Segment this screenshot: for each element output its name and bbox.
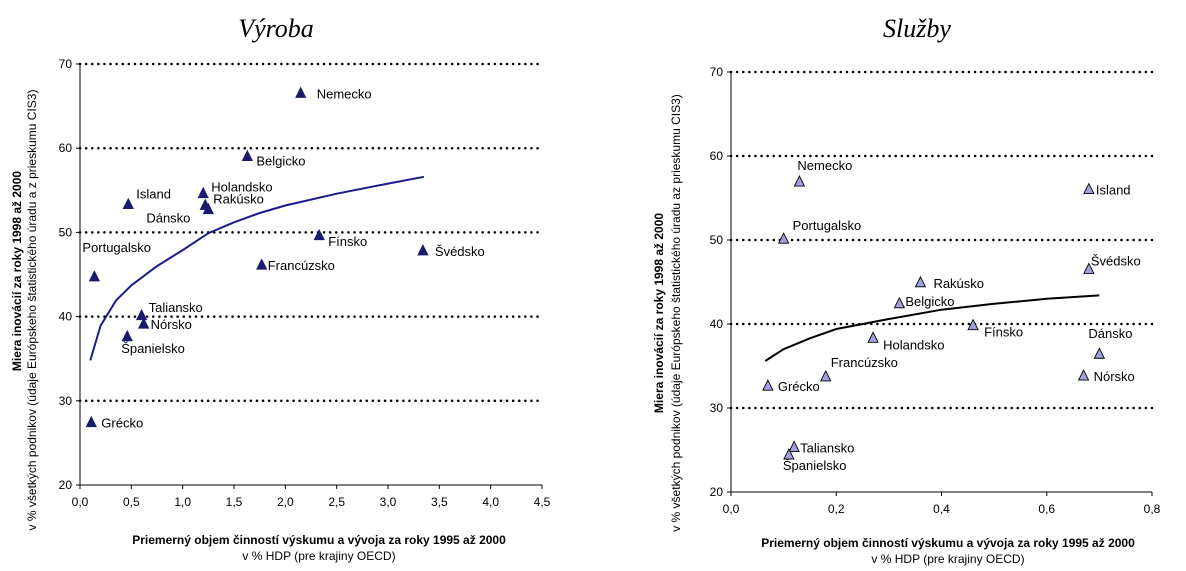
trend-curve-vyroba xyxy=(89,175,425,361)
data-point-label: Grécko xyxy=(101,416,143,431)
data-point-marker xyxy=(914,275,927,288)
y-tick-label: 70 xyxy=(710,65,724,79)
x-tick-label: 4,5 xyxy=(534,495,551,509)
data-point-marker xyxy=(417,244,429,256)
data-point-marker xyxy=(121,329,133,342)
data-point-label: Švédsko xyxy=(435,244,485,259)
data-point-marker xyxy=(783,448,795,460)
data-point-marker xyxy=(202,202,214,215)
x-tick-label: 2,5 xyxy=(328,495,345,509)
x-tick-label: 0,0 xyxy=(723,502,740,516)
y-axis-label-sluzby: Miera inovácií za roky 1998 až 2000 xyxy=(652,213,666,413)
data-point-label: Španielsko xyxy=(783,458,847,473)
data-point-marker xyxy=(135,308,148,321)
data-point-marker xyxy=(1083,182,1095,195)
data-point-label: Portugalsko xyxy=(82,240,151,255)
data-point-label: Francúzsko xyxy=(831,355,898,370)
data-point-marker xyxy=(1083,262,1095,274)
data-point-marker xyxy=(1077,369,1090,381)
data-point-marker xyxy=(85,415,97,428)
y-tick-label: 20 xyxy=(59,478,73,492)
y-tick-label: 30 xyxy=(710,401,724,415)
y-tick-label: 50 xyxy=(59,225,73,239)
x-tick-label: 0,2 xyxy=(828,502,845,516)
data-point-label: Holandsko xyxy=(211,180,272,195)
x-tick-label: 1,5 xyxy=(226,495,243,509)
x-tick-label: 2,0 xyxy=(277,495,294,509)
data-point-label: Dánsko xyxy=(146,211,190,226)
data-point-marker xyxy=(256,258,268,270)
x-tick-label: 0,5 xyxy=(123,495,140,509)
data-point-label: Nórsko xyxy=(151,317,192,332)
x-axis-label-vyroba: Priemerný objem činností výskumu a vývoj… xyxy=(132,533,506,547)
data-point-label: Nemecko xyxy=(797,158,852,173)
data-point-label: Taliansko xyxy=(800,440,854,455)
data-point-marker xyxy=(867,331,879,343)
data-point-marker xyxy=(122,197,134,210)
data-point-label: Taliansko xyxy=(149,300,203,315)
x-tick-label: 0,6 xyxy=(1038,502,1055,516)
chart-title-vyroba: Výroba xyxy=(238,14,314,43)
data-point-marker xyxy=(1093,347,1106,359)
data-point-marker xyxy=(777,232,790,244)
data-point-marker xyxy=(967,318,979,331)
y-tick-label: 40 xyxy=(710,317,724,331)
data-point-label: Holandsko xyxy=(883,337,944,352)
data-point-marker xyxy=(88,270,101,282)
data-point-marker xyxy=(793,175,806,187)
data-point-marker xyxy=(893,296,906,309)
x-tick-label: 3,0 xyxy=(380,495,397,509)
x-tick-label: 0,8 xyxy=(1144,502,1161,516)
data-point-marker xyxy=(762,379,774,391)
x-tick-label: 4,0 xyxy=(482,495,499,509)
data-point-marker xyxy=(197,186,209,199)
chart-vyroba: Výroba 20 30 40 50 60 70 0,0 0,5 1,0 1,5 2,0 2,5 3,… xyxy=(10,14,551,563)
data-point-label: Portugalsko xyxy=(793,218,862,233)
y-axis-sublabel-sluzby: v % všetkých podnikov (údaje Európskeho … xyxy=(669,94,683,532)
data-point-label: Belgicko xyxy=(905,294,954,309)
y-axis-label-vyroba: Miera inovácií za roky 1998 až 2000 xyxy=(10,171,24,371)
data-point-marker xyxy=(788,440,800,452)
y-tick-label: 70 xyxy=(59,57,73,71)
trend-curve-sluzby xyxy=(764,294,1100,362)
y-tick-label: 20 xyxy=(710,485,724,499)
y-tick-label: 50 xyxy=(710,233,724,247)
x-axis-sublabel-vyroba: v % HDP (pre krajiny OECD) xyxy=(242,549,395,563)
data-point-label: Dánsko xyxy=(1088,326,1132,341)
data-point-label: Nórsko xyxy=(1094,369,1135,384)
data-point-label: Belgicko xyxy=(256,154,305,169)
x-tick-label: 1,0 xyxy=(174,495,191,509)
chart-title-sluzby: Služby xyxy=(883,14,951,43)
data-point-label: Island xyxy=(1096,183,1131,198)
data-point-marker xyxy=(313,228,325,241)
y-tick-label: 30 xyxy=(59,394,73,408)
data-point-label: Grécko xyxy=(778,379,820,394)
data-point-marker xyxy=(295,86,307,98)
y-tick-label: 60 xyxy=(710,149,724,163)
data-point-label: Švédsko xyxy=(1091,253,1141,268)
x-tick-label: 0,0 xyxy=(72,495,89,509)
x-tick-label: 3,5 xyxy=(431,495,448,509)
x-axis-label-sluzby: Priemerný objem činností výskumu a vývoj… xyxy=(761,536,1135,550)
chart-sluzby: Služby 20 30 40 50 60 70 0,0 0,2 0,4 0,6 0,8 Neme… xyxy=(652,14,1161,566)
data-point-label: Rakúsko xyxy=(213,191,264,206)
data-point-marker xyxy=(819,369,832,382)
data-point-label: Francúzsko xyxy=(268,258,335,273)
x-tick-label: 0,4 xyxy=(933,502,950,516)
data-point-marker xyxy=(241,149,253,162)
data-point-label: Nemecko xyxy=(317,86,372,101)
data-point-label: Fínsko xyxy=(984,325,1023,340)
data-point-label: Island xyxy=(136,187,171,202)
y-tick-label: 40 xyxy=(59,310,73,324)
data-point-label: Španielsko xyxy=(121,341,185,356)
y-axis-sublabel-vyroba: v % všetkých podnikov (údaje Európskeho … xyxy=(25,90,39,531)
x-axis-sublabel-sluzby: v % HDP (pre krajiny OECD) xyxy=(871,552,1024,566)
y-tick-label: 60 xyxy=(59,141,73,155)
data-point-label: Fínsko xyxy=(328,234,367,249)
data-point-marker xyxy=(138,317,150,329)
data-point-label: Rakúsko xyxy=(933,276,984,291)
